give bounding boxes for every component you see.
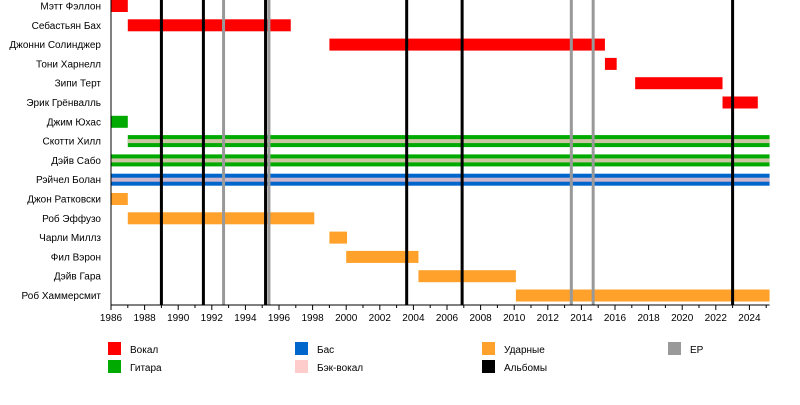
x-tick-label: 2016 (604, 313, 627, 324)
ep-line (569, 0, 573, 305)
album-line (201, 0, 205, 305)
member-name: Джон Ратковски (27, 195, 101, 206)
bar-vocals (127, 19, 291, 32)
member-name: Мэтт Фэллон (40, 2, 101, 13)
member-name: Себастьян Бах (32, 20, 101, 32)
member-name: Фил Вэрон (51, 252, 101, 263)
legend-swatch-backing (295, 360, 308, 373)
x-tick-label: 2014 (570, 313, 593, 324)
member-name: Тони Харнелл (36, 59, 101, 70)
bar-vocals (635, 77, 723, 90)
x-tick-label: 2006 (436, 313, 459, 324)
member-name: Дэйв Сабо (51, 155, 101, 167)
legend-label-albums: Альбомы (504, 362, 547, 374)
album-line (731, 0, 735, 305)
member-name: Роб Хаммерсмит (22, 290, 102, 302)
legend-swatch-ep (668, 342, 681, 355)
member-name: Роб Эффузо (42, 213, 101, 225)
member-name: Скотти Хилл (42, 137, 101, 148)
legend-label-backing: Бэк-вокал (317, 363, 363, 374)
legend-swatch-albums (482, 360, 495, 373)
x-tick-label: 2024 (738, 313, 761, 324)
x-tick-label: 1998 (301, 313, 324, 324)
album-line (159, 0, 163, 305)
ep-line (591, 0, 595, 305)
member-name: Чарли Миллз (39, 233, 101, 244)
legend-swatch-vocals (108, 342, 121, 355)
bar-vocals (329, 38, 605, 51)
bar-backing-vocals (111, 158, 770, 163)
album-line (405, 0, 409, 305)
x-axis: 1986 1988 1990 1992 1994 1996 1998 2000 2002 2004… (100, 0, 770, 324)
x-tick-label: 2004 (402, 313, 425, 324)
x-tick-label: 2000 (335, 313, 358, 324)
bar-drums (127, 212, 315, 225)
bar-drums (111, 193, 128, 205)
bar-guitar (111, 115, 128, 128)
release-lines (159, 0, 735, 305)
member-name: Джонни Солинджер (9, 40, 101, 51)
legend-label-guitar: Гитара (130, 363, 162, 374)
legend-label-ep: EP (690, 345, 704, 356)
bar-vocals (604, 57, 617, 70)
member-name: Джим Юхас (47, 117, 101, 128)
legend-label-bass: Бас (317, 345, 334, 356)
bar-vocals (111, 0, 128, 12)
member-name: Рэйчел Болан (36, 175, 101, 186)
bar-vocals (722, 96, 758, 109)
ep-line (222, 0, 226, 305)
x-tick-label: 1988 (133, 313, 156, 324)
x-tick-label: 1992 (201, 313, 224, 324)
member-names: Мэтт Фэллон Себастьян Бах Джонни Солинджер… (9, 2, 101, 303)
x-tick-label: 1990 (167, 313, 190, 324)
x-tick-label: 1986 (100, 313, 123, 324)
bar-drums (515, 289, 770, 302)
bar-backing-vocals (111, 177, 770, 182)
album-line (264, 0, 268, 305)
bar-drums (329, 231, 348, 244)
member-name: Зипи Терт (55, 79, 102, 90)
legend-swatch-drums (482, 342, 495, 355)
legend-label-vocals: Вокал (130, 345, 158, 356)
legend-label-drums: Ударные (504, 345, 545, 356)
legend-swatch-guitar (108, 360, 121, 373)
x-tick-label: 2022 (705, 313, 728, 324)
legend: Вокал Бас Ударные EP Гитара Бэк-вокал Альбомы (108, 342, 704, 374)
x-tick-label: 2002 (369, 313, 392, 324)
x-tick-label: 2020 (671, 313, 694, 324)
bar-drums (418, 270, 516, 283)
album-line (460, 0, 464, 305)
x-tick-label: 2018 (637, 313, 660, 324)
x-tick-label: 2012 (537, 313, 560, 324)
ep-line (267, 0, 271, 305)
member-name: Дэйв Гара (54, 272, 102, 283)
bar-drums (346, 250, 419, 263)
member-bars (111, 0, 770, 302)
x-tick-label: 2008 (469, 313, 492, 324)
legend-swatch-bass (295, 342, 308, 355)
member-name: Эрик Грёнвалль (26, 98, 101, 109)
bar-backing-vocals (127, 139, 770, 144)
x-tick-label: 1996 (268, 313, 291, 324)
x-tick-label: 2010 (503, 313, 526, 324)
x-tick-label: 1994 (234, 313, 257, 324)
